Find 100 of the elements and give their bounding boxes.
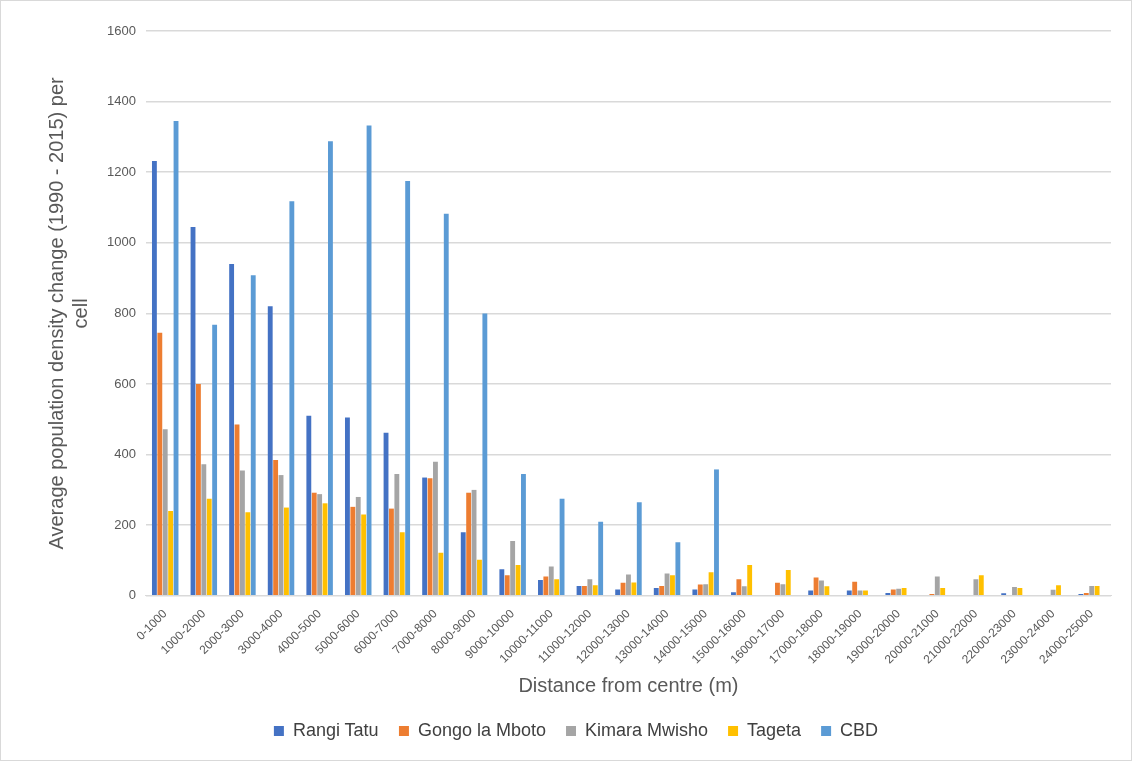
bar [697, 584, 703, 596]
y-tick-label: 200 [114, 516, 136, 532]
bar [631, 582, 637, 596]
legend-label: CBD [840, 719, 879, 740]
bar [973, 579, 979, 596]
bar [543, 576, 549, 596]
bar [714, 469, 719, 596]
bar [582, 585, 587, 596]
bar [250, 275, 256, 596]
bar [355, 496, 361, 596]
bar [361, 514, 367, 596]
bar [785, 570, 791, 596]
bar [901, 588, 907, 596]
y-tick-label: 1400 [107, 93, 136, 109]
bar [311, 492, 317, 596]
bar [659, 585, 665, 596]
bar [780, 584, 786, 596]
bar [162, 429, 168, 596]
y-tick-label: 800 [114, 304, 136, 320]
bar [703, 584, 709, 596]
bar [267, 306, 273, 596]
legend-label: Gongo la Mboto [417, 719, 547, 740]
bar [466, 492, 472, 596]
bar [692, 589, 698, 596]
bar [289, 201, 295, 596]
bar [405, 181, 411, 596]
bar [978, 575, 984, 596]
bar [852, 581, 858, 596]
bar [1056, 585, 1061, 596]
bar [675, 542, 681, 596]
y-tick-label: 400 [114, 446, 136, 462]
bar [394, 474, 400, 596]
bar [201, 464, 207, 596]
bar [885, 592, 891, 596]
bar [482, 313, 488, 596]
bar [636, 502, 642, 596]
bar [736, 579, 742, 596]
bar [846, 590, 852, 596]
bar [273, 459, 279, 596]
bar [443, 213, 449, 596]
bar [240, 470, 245, 596]
bar [819, 580, 824, 596]
y-tick-label: 1600 [107, 22, 136, 38]
bar [587, 579, 593, 596]
bar [626, 574, 631, 596]
bar [438, 552, 444, 596]
bar [284, 507, 289, 596]
bar [317, 494, 323, 596]
bar [212, 324, 218, 596]
bar [328, 141, 333, 596]
bar [747, 565, 753, 596]
legend-label: Rangi Tatu [292, 719, 379, 740]
bar [229, 263, 235, 596]
bar [857, 590, 863, 596]
bar [499, 569, 505, 596]
bar [245, 512, 251, 596]
bar [1017, 588, 1023, 596]
bar [670, 575, 675, 596]
bar [477, 559, 482, 596]
bar [940, 588, 946, 596]
bar [824, 586, 830, 596]
x-axis-title: Distance from centre (m) [518, 673, 739, 696]
bar [151, 160, 157, 596]
y-tick-label: 1000 [107, 234, 136, 250]
bar [890, 589, 896, 596]
bar [708, 572, 714, 596]
bar [1083, 592, 1089, 596]
bar [168, 511, 174, 596]
bar [422, 477, 428, 596]
bar [504, 575, 510, 596]
y-tick-label: 0 [128, 587, 136, 603]
bar [350, 506, 356, 596]
bar [538, 579, 543, 596]
bar [653, 588, 659, 596]
bar [775, 582, 780, 596]
bar [399, 532, 405, 596]
bar [1012, 586, 1017, 596]
bar [433, 461, 438, 596]
bar [1050, 589, 1056, 596]
bar [548, 566, 554, 596]
bar [741, 586, 747, 596]
bar [306, 415, 312, 596]
bar [615, 589, 621, 596]
bar [521, 474, 526, 596]
bar [195, 384, 201, 596]
bar [389, 508, 394, 596]
bar [1094, 585, 1100, 596]
bar [598, 521, 604, 596]
bar [1089, 585, 1095, 596]
legend-label: Tageta [747, 719, 803, 740]
y-axis-title: Average population density change (1990 - 2015) per cell [44, 76, 91, 550]
bar [157, 332, 163, 596]
bar [554, 579, 560, 596]
bar [896, 588, 902, 596]
bar [345, 417, 350, 596]
legend-label: Kimara Mwisho [585, 719, 709, 740]
bar [863, 590, 868, 596]
y-tick-label: 1200 [107, 163, 136, 179]
y-tick-label: 600 [114, 375, 136, 391]
bar [934, 576, 940, 596]
